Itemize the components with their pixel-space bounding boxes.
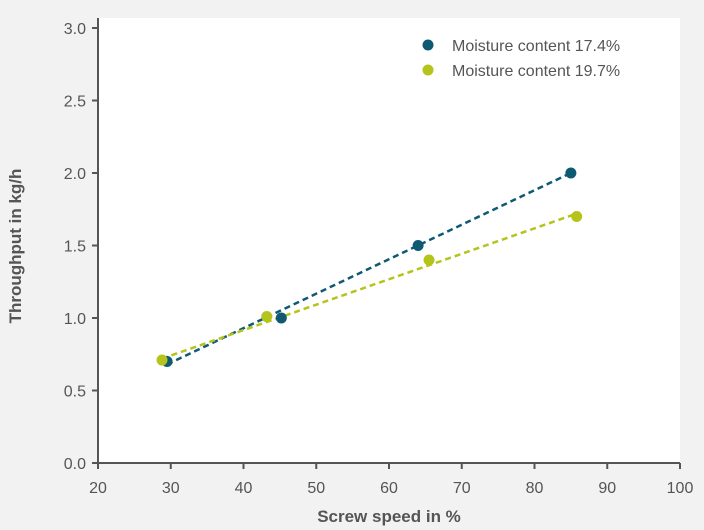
trendlines [161, 171, 578, 366]
data-point-series-1 [565, 167, 577, 179]
data-point-series-2 [423, 254, 435, 266]
trendline-series-1 [166, 171, 572, 366]
y-tick-label: 1.0 [64, 311, 86, 328]
y-tick-label: 3.0 [64, 21, 86, 38]
data-point-series-1 [275, 312, 287, 324]
x-tick-label: 20 [89, 480, 107, 497]
x-axis-title: Screw speed in % [317, 507, 461, 526]
data-point-series-1 [412, 240, 424, 251]
x-tick-label: 90 [598, 480, 616, 497]
legend-label-series-1: Moisture content 17.4% [452, 38, 620, 55]
trendline-series-2 [161, 212, 578, 360]
legend-marker-series-1 [422, 39, 434, 51]
y-tick-label: 0.0 [64, 456, 86, 473]
x-tick-label: 80 [526, 480, 544, 497]
x-tick-label: 70 [453, 480, 471, 497]
legend-label-series-2: Moisture content 19.7% [452, 63, 620, 80]
x-tick-label: 40 [235, 480, 253, 497]
y-tick-label: 0.5 [64, 384, 86, 401]
y-tick-label: 1.5 [64, 239, 86, 256]
x-tick-label: 60 [380, 480, 398, 497]
legend-marker-series-2 [422, 64, 434, 76]
data-point-series-2 [571, 211, 583, 222]
legend: Moisture content 17.4% Moisture content 1… [422, 38, 620, 80]
plot-area [98, 18, 680, 464]
data-point-series-2 [261, 311, 273, 323]
y-tick-label: 2.0 [64, 166, 86, 183]
data-point-series-2 [156, 354, 168, 366]
y-axis-title: Throughput in kg/h [6, 169, 25, 324]
x-tick-label: 50 [307, 480, 325, 497]
axes: 20 30 40 50 60 70 80 90 100 0.0 0.5 1.0 1.5 2.0 2.5 3.0 [64, 18, 694, 497]
y-tick-label: 2.5 [64, 94, 86, 111]
data-points [156, 167, 583, 367]
x-tick-label: 100 [667, 480, 694, 497]
x-tick-label: 30 [162, 480, 180, 497]
